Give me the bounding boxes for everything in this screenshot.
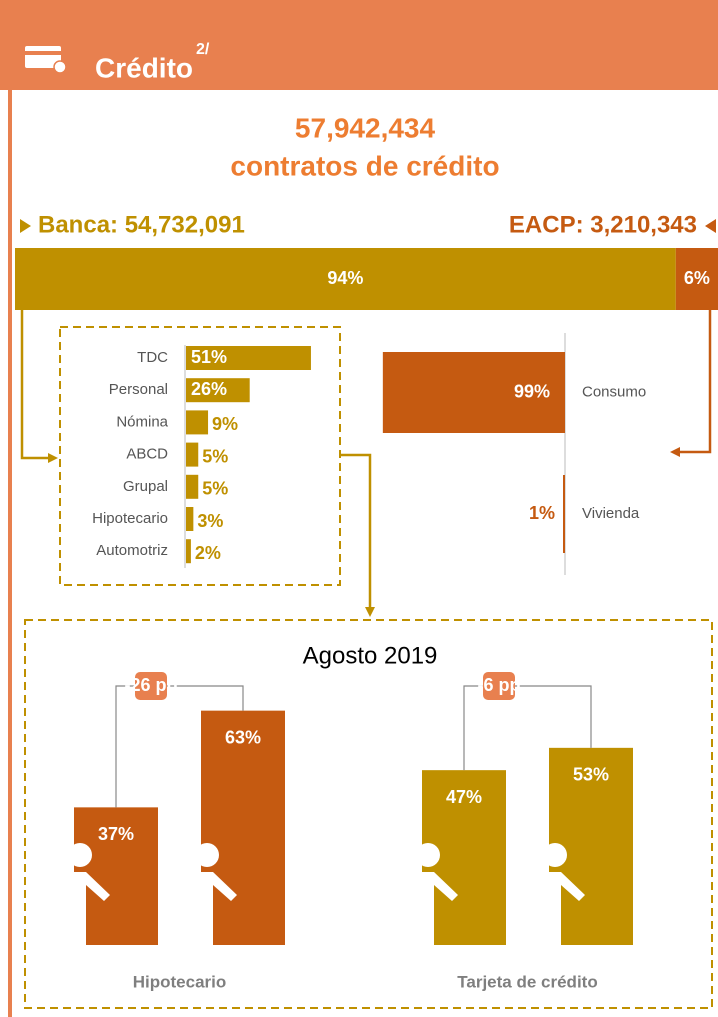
group-label: Hipotecario	[133, 972, 227, 991]
header-title: Crédito	[95, 52, 193, 83]
category-label: ABCD	[126, 446, 168, 463]
banca-label: Banca: 54,732,091	[38, 211, 245, 238]
value-label: 37%	[98, 824, 134, 844]
category-label: Vivienda	[582, 505, 640, 522]
diff-label: -6 pp	[478, 675, 521, 695]
diff-label: -26 pp	[124, 675, 177, 695]
group-label: Tarjeta de crédito	[457, 972, 597, 991]
gender-title: Agosto 2019	[303, 642, 438, 669]
value-label: 1%	[529, 503, 555, 523]
bar	[186, 410, 209, 435]
bar	[186, 346, 311, 370]
split-label: 94%	[327, 268, 363, 288]
category-label: Personal	[109, 381, 168, 398]
total-label: contratos de crédito	[230, 150, 499, 181]
category-label: TDC	[137, 349, 168, 366]
bar	[186, 507, 194, 531]
value-label: 63%	[225, 727, 261, 747]
bracket	[515, 685, 592, 748]
total-count: 57,942,434	[295, 112, 436, 143]
bar	[201, 710, 285, 945]
bar	[186, 378, 250, 403]
diff-box	[135, 672, 167, 700]
person-icon	[549, 872, 585, 945]
split-bar	[15, 248, 676, 310]
value-label: 2%	[195, 543, 221, 563]
value-label: 3%	[197, 511, 223, 531]
category-label: Nómina	[116, 413, 168, 430]
split-bar	[675, 248, 718, 310]
bar	[186, 474, 199, 499]
person-icon	[422, 872, 458, 945]
person-icon	[68, 843, 92, 867]
value-label: 51%	[191, 347, 227, 367]
diff-box	[483, 672, 515, 700]
bracket	[167, 685, 244, 711]
value-label: 5%	[202, 479, 228, 499]
bracket	[115, 685, 135, 808]
value-label: 47%	[446, 787, 482, 807]
category-label: Consumo	[582, 383, 646, 400]
side-border	[8, 90, 12, 1017]
person-icon	[543, 843, 567, 867]
marker	[705, 219, 716, 233]
connectors	[20, 310, 712, 617]
bar	[186, 442, 199, 467]
person-icon	[195, 843, 219, 867]
split-label: 6%	[684, 268, 710, 288]
value-label: 99%	[514, 381, 550, 401]
eacp-label: EACP: 3,210,343	[509, 211, 697, 238]
value-label: 9%	[212, 414, 238, 434]
header-superscript: 2/	[196, 41, 210, 58]
bar	[563, 475, 565, 553]
bar	[186, 539, 191, 564]
category-label: Hipotecario	[92, 510, 168, 527]
value-label: 5%	[202, 446, 228, 466]
card-icon	[25, 46, 67, 74]
person-icon	[201, 872, 237, 945]
value-label: 53%	[573, 765, 609, 785]
category-label: Automotriz	[96, 542, 168, 559]
marker	[20, 219, 31, 233]
header-band	[0, 0, 718, 90]
person-icon	[74, 872, 110, 945]
gender-box	[24, 619, 713, 1009]
category-label: Grupal	[123, 478, 168, 495]
bracket	[463, 685, 483, 771]
bar	[382, 352, 565, 433]
value-label: 26%	[191, 379, 227, 399]
person-icon	[416, 843, 440, 867]
